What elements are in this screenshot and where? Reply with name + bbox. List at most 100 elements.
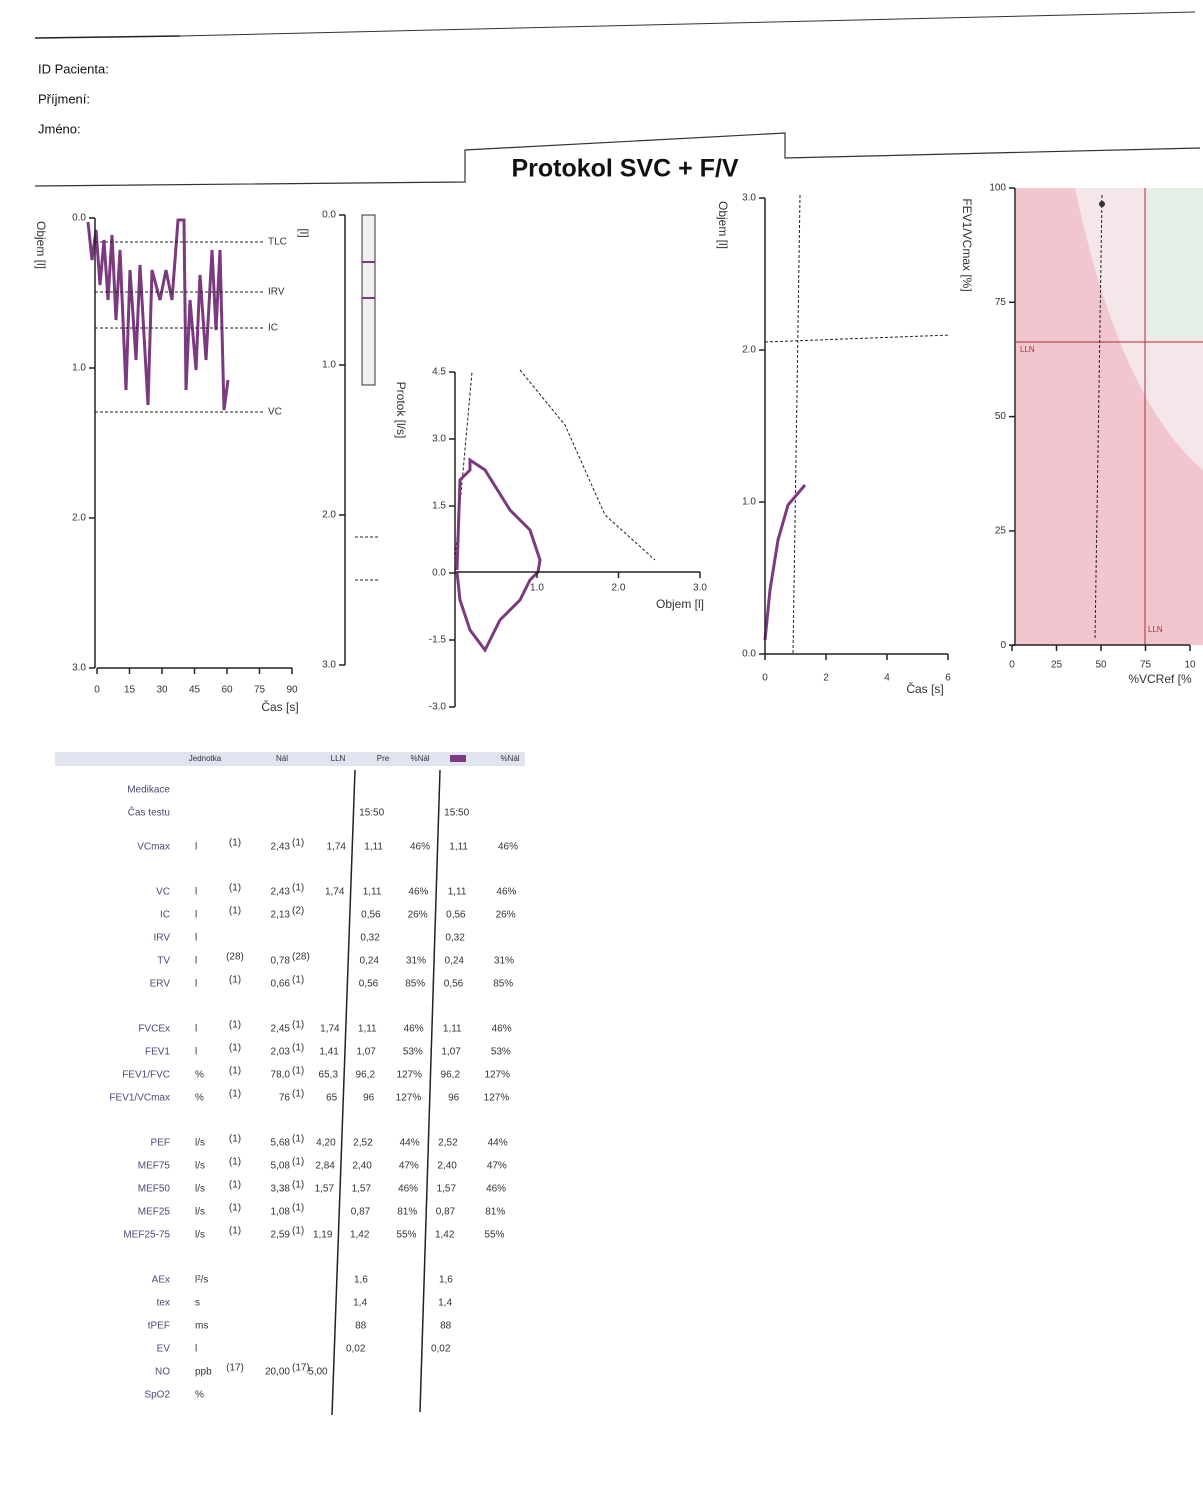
cell: (1) xyxy=(229,1157,241,1168)
cell: l xyxy=(195,979,197,990)
cell: 47% xyxy=(399,1161,419,1172)
y-axis-label: FEV1/VCmax [%] xyxy=(960,198,974,291)
cell: 81% xyxy=(485,1207,505,1218)
cell: 1,74 xyxy=(325,887,345,898)
cell: 46% xyxy=(492,1024,512,1035)
cell: 47% xyxy=(487,1161,507,1172)
y-tick-label: 3.0 xyxy=(432,434,446,445)
cell: 96 xyxy=(448,1093,460,1104)
cell: (1) xyxy=(229,1043,241,1054)
header-rule xyxy=(179,11,1196,37)
column-header: Nál xyxy=(276,754,288,763)
cell: (1) xyxy=(229,883,241,894)
x-axis-label: Objem [l] xyxy=(656,597,704,611)
cell: 96,2 xyxy=(441,1070,461,1081)
y-tick-label: 100 xyxy=(989,183,1006,194)
y-tick-label: 0.0 xyxy=(742,649,756,660)
cell: (1) xyxy=(292,1066,304,1077)
cell: 5,08 xyxy=(271,1161,291,1172)
cell: 85% xyxy=(493,979,513,990)
cell: 20,00 xyxy=(265,1367,290,1378)
y-tick-label: 25 xyxy=(995,526,1007,537)
cell: (1) xyxy=(229,906,241,917)
row-label: Čas testu xyxy=(128,806,170,819)
row-label: NO xyxy=(155,1367,170,1378)
cell: (1) xyxy=(292,1226,304,1237)
field-label: Příjmení: xyxy=(38,91,90,106)
cell: (28) xyxy=(292,952,310,963)
cell: 2,52 xyxy=(438,1138,458,1149)
row-label: VCmax xyxy=(137,842,170,853)
row-label: MEF75 xyxy=(138,1161,171,1172)
cell: 1,41 xyxy=(319,1047,339,1058)
row-label: TV xyxy=(157,956,170,967)
flow-volume-loop xyxy=(455,457,542,653)
cell: (1) xyxy=(292,1020,304,1031)
y-tick-label: -1.5 xyxy=(429,635,447,646)
row-label: SpO2 xyxy=(144,1390,170,1401)
y-tick-label: 0.0 xyxy=(72,213,86,224)
y-tick-label: 0 xyxy=(1000,640,1006,651)
cell: 0,02 xyxy=(346,1344,366,1355)
cell: 2,84 xyxy=(315,1161,335,1172)
column-header: LLN xyxy=(331,754,346,763)
y-axis-label: [l] xyxy=(297,228,311,237)
cell: 53% xyxy=(491,1047,511,1058)
cell: l xyxy=(195,910,197,921)
row-label: VC xyxy=(156,887,170,898)
row-label: FEV1/VCmax xyxy=(109,1093,170,1104)
x-tick-label: 75 xyxy=(1140,660,1152,671)
cell: 46% xyxy=(410,842,430,853)
cell: 1,57 xyxy=(352,1184,372,1195)
cell: 3,38 xyxy=(271,1184,291,1195)
y-tick-label: 0.0 xyxy=(322,210,336,221)
cell: (1) xyxy=(292,1089,304,1100)
x-tick-label: 90 xyxy=(286,685,298,696)
cell: 1,11 xyxy=(364,842,383,853)
x-tick-label: 30 xyxy=(156,685,168,696)
cell: 1,11 xyxy=(443,1024,462,1035)
volume-time-curve xyxy=(763,484,807,641)
y-tick-label: 1.5 xyxy=(432,501,446,512)
cell: 4,20 xyxy=(316,1138,336,1149)
cell: 2,43 xyxy=(271,887,291,898)
cell: l/s xyxy=(195,1161,205,1172)
cell: 46% xyxy=(404,1024,424,1035)
marker-label: IRV xyxy=(268,287,285,298)
row-label: tPEF xyxy=(148,1321,170,1332)
cell: 96 xyxy=(363,1093,375,1104)
cell: 1,74 xyxy=(320,1024,340,1035)
cell: 78,0 xyxy=(271,1070,291,1081)
row-label: IC xyxy=(160,910,170,921)
cell: 15:50 xyxy=(444,808,469,819)
cell: % xyxy=(195,1070,204,1081)
row-label: ERV xyxy=(150,979,171,990)
cell: 0,78 xyxy=(271,956,291,967)
cell: (1) xyxy=(292,1134,304,1145)
cell: (1) xyxy=(292,1043,304,1054)
row-label: MEF25 xyxy=(138,1207,171,1218)
cell: (1) xyxy=(229,838,241,849)
cell: 44% xyxy=(488,1138,508,1149)
column-header: Jednotka xyxy=(189,754,222,763)
row-label: MEF50 xyxy=(138,1184,171,1195)
cell: 2,13 xyxy=(271,910,291,921)
cell: 1,07 xyxy=(441,1047,461,1058)
cell: (2) xyxy=(292,906,304,917)
cell: (1) xyxy=(229,1134,241,1145)
x-tick-label: 50 xyxy=(1095,660,1107,671)
cell: (1) xyxy=(292,883,304,894)
cell: 2,03 xyxy=(271,1047,291,1058)
cell: 1,57 xyxy=(315,1184,335,1195)
cell: l xyxy=(195,887,197,898)
cell: (1) xyxy=(292,1180,304,1191)
cell: (1) xyxy=(292,838,304,849)
cell: 1,6 xyxy=(354,1275,368,1286)
cell: 1,42 xyxy=(350,1230,370,1241)
cell: 31% xyxy=(406,956,426,967)
lln-label: LLN xyxy=(1020,345,1035,354)
column-header: %Nál xyxy=(410,754,429,763)
row-label: PEF xyxy=(151,1138,170,1149)
cell: 127% xyxy=(396,1070,422,1081)
